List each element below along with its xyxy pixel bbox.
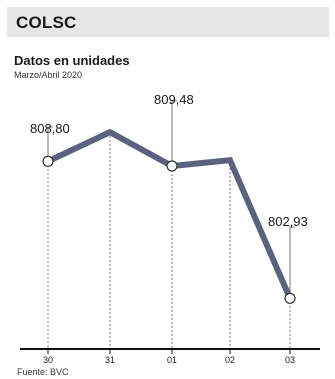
chart-header: COLSC (7, 7, 329, 37)
x-tick-label-30: 30 (43, 355, 53, 365)
data-label-leader-03 (289, 226, 295, 299)
x-tick-label-02: 02 (225, 355, 235, 365)
x-tick-label-31: 31 (105, 355, 115, 365)
data-point-03 (284, 292, 296, 304)
data-label-leader-30 (47, 126, 53, 162)
source-note: Fuente: BVC (17, 367, 69, 377)
data-label-01: 809,48 (154, 92, 194, 107)
x-tick-label-03: 03 (285, 355, 295, 365)
data-label-03: 802,93 (268, 214, 308, 229)
x-tick-label-01: 01 (167, 355, 177, 365)
chart-subtitle: Datos en unidades (14, 53, 130, 68)
data-label-leader-01 (171, 100, 177, 166)
data-point-01 (166, 160, 178, 172)
series-line (46, 128, 293, 300)
data-label-30: 808,80 (30, 121, 70, 136)
chart-title: COLSC (16, 13, 77, 32)
data-point-30 (42, 155, 54, 167)
date-range-label: Marzo/Abril 2020 (14, 70, 83, 80)
